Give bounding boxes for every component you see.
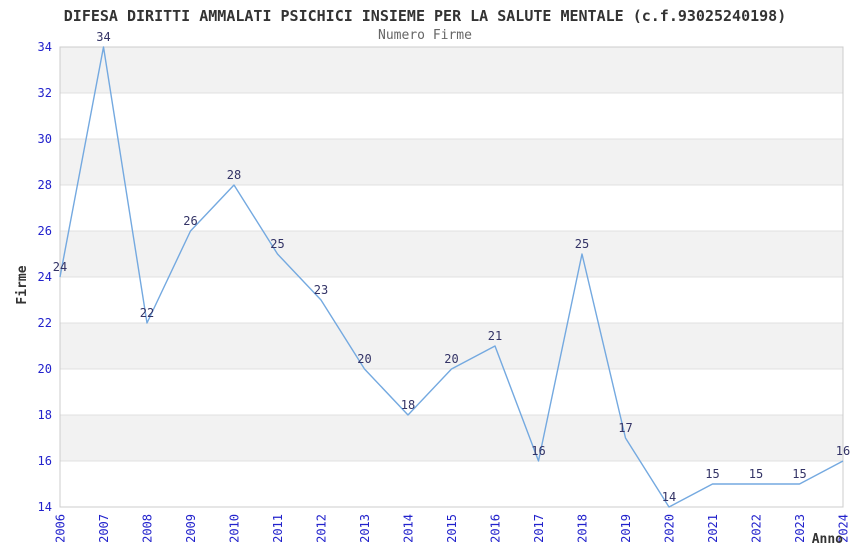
data-point-label: 25 (575, 237, 589, 251)
data-point-label: 20 (444, 352, 458, 366)
x-tick-label: 2014 (402, 514, 416, 543)
x-tick-label: 2019 (619, 514, 633, 543)
data-point-label: 20 (357, 352, 371, 366)
y-tick-label: 20 (38, 362, 52, 376)
x-axis-tick-labels: 2006 2007 2008 2009 2010 2011 2012 2013 2014 2015… (54, 514, 850, 543)
x-tick-label: 2006 (54, 514, 68, 543)
x-tick-label: 2009 (184, 514, 198, 543)
data-point-label: 21 (488, 329, 502, 343)
data-point-label: 24 (53, 260, 67, 274)
data-point-label: 28 (227, 168, 241, 182)
data-point-label: 22 (140, 306, 154, 320)
y-tick-label: 30 (38, 132, 52, 146)
y-tick-label: 32 (38, 86, 52, 100)
x-tick-label: 2015 (445, 514, 459, 543)
data-point-label: 15 (705, 467, 719, 481)
data-series-line (59, 46, 844, 508)
y-tick-label: 28 (38, 178, 52, 192)
data-point-label: 23 (314, 283, 328, 297)
y-tick-label: 14 (38, 500, 52, 514)
data-point-label: 16 (836, 444, 850, 458)
data-point-labels: 24 34 22 26 28 25 23 20 18 20 21 16 25 17 14 15 15 15 16 (53, 30, 850, 504)
plot-gridlines (60, 92, 843, 462)
data-point-label: 17 (618, 421, 632, 435)
chart-title: DIFESA DIRITTI AMMALATI PSICHICI INSIEME… (63, 7, 787, 25)
y-tick-label: 34 (38, 40, 52, 54)
data-point-label: 18 (401, 398, 415, 412)
x-tick-label: 2016 (489, 514, 503, 543)
x-tick-label: 2012 (315, 514, 329, 543)
data-point-label: 15 (792, 467, 806, 481)
shaded-band (60, 231, 843, 277)
series-line (59, 46, 844, 508)
shaded-band (60, 47, 843, 93)
data-point-label: 16 (531, 444, 545, 458)
x-tick-label: 2023 (793, 514, 807, 543)
y-tick-label: 26 (38, 224, 52, 238)
x-tick-label: 2021 (706, 514, 720, 543)
x-tick-label: 2020 (663, 514, 677, 543)
x-tick-label: 2024 (837, 514, 850, 543)
y-axis-tick-labels: 14 16 18 20 22 24 26 28 30 32 34 (38, 40, 52, 514)
x-tick-label: 2011 (271, 514, 285, 543)
x-tick-label: 2007 (97, 514, 111, 543)
y-tick-label: 22 (38, 316, 52, 330)
x-tick-label: 2017 (532, 514, 546, 543)
x-tick-label: 2022 (750, 514, 764, 543)
data-point-label: 15 (749, 467, 763, 481)
x-axis-title: Anno (812, 532, 843, 547)
x-tick-label: 2018 (576, 514, 590, 543)
data-point-label: 34 (96, 30, 110, 44)
shaded-band (60, 139, 843, 185)
y-tick-label: 18 (38, 408, 52, 422)
shaded-band (60, 323, 843, 369)
chart-subtitle: Numero Firme (378, 28, 472, 43)
data-point-label: 25 (270, 237, 284, 251)
shaded-band (60, 415, 843, 461)
y-tick-label: 24 (38, 270, 52, 284)
x-tick-label: 2008 (141, 514, 155, 543)
x-tick-label: 2010 (228, 514, 242, 543)
data-point-label: 26 (183, 214, 197, 228)
data-point-label: 14 (662, 490, 676, 504)
plot-bands (60, 47, 843, 461)
y-axis-title: Firme (15, 265, 30, 304)
y-tick-label: 16 (38, 454, 52, 468)
x-tick-label: 2013 (358, 514, 372, 543)
